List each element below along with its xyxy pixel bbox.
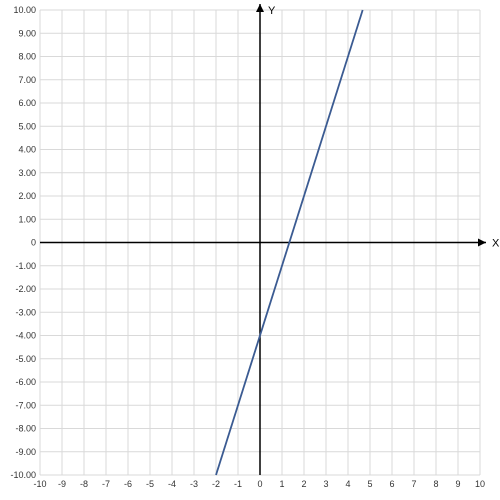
y-tick-label: -4.00 (15, 331, 36, 341)
x-tick-label: 4 (345, 479, 350, 489)
y-tick-label: 9.00 (18, 28, 36, 38)
line-chart: -10-9-8-7-6-5-4-3-2-1012345678910-10.00-… (0, 0, 500, 500)
x-tick-label: -5 (146, 479, 154, 489)
x-tick-label: -3 (190, 479, 198, 489)
x-tick-label: 9 (455, 479, 460, 489)
y-tick-label: -3.00 (15, 307, 36, 317)
x-tick-label: -8 (80, 479, 88, 489)
y-tick-label: 8.00 (18, 52, 36, 62)
y-tick-label: -5.00 (15, 354, 36, 364)
y-tick-label: -2.00 (15, 284, 36, 294)
x-tick-label: 1 (279, 479, 284, 489)
x-tick-label: 0 (257, 479, 262, 489)
x-tick-label: -9 (58, 479, 66, 489)
y-tick-label: -1.00 (15, 261, 36, 271)
y-tick-label: 5.00 (18, 121, 36, 131)
y-tick-label: -8.00 (15, 424, 36, 434)
chart-svg: -10-9-8-7-6-5-4-3-2-1012345678910-10.00-… (0, 0, 500, 500)
x-tick-label: -1 (234, 479, 242, 489)
x-tick-label: 6 (389, 479, 394, 489)
y-tick-label: 4.00 (18, 145, 36, 155)
y-tick-label: -10.00 (10, 470, 36, 480)
y-tick-label: -9.00 (15, 447, 36, 457)
y-tick-label: 10.00 (13, 5, 36, 15)
x-tick-label: -7 (102, 479, 110, 489)
x-tick-label: 7 (411, 479, 416, 489)
x-tick-label: 3 (323, 479, 328, 489)
y-tick-label: 3.00 (18, 168, 36, 178)
x-tick-label: 10 (475, 479, 485, 489)
x-tick-label: -6 (124, 479, 132, 489)
y-tick-label: 1.00 (18, 214, 36, 224)
y-tick-label: 0 (31, 238, 36, 248)
y-tick-label: 6.00 (18, 98, 36, 108)
x-tick-label: -4 (168, 479, 176, 489)
x-tick-label: 2 (301, 479, 306, 489)
x-tick-label: -10 (33, 479, 46, 489)
y-tick-label: -6.00 (15, 377, 36, 387)
y-tick-label: 2.00 (18, 191, 36, 201)
x-tick-label: -2 (212, 479, 220, 489)
y-tick-label: 7.00 (18, 75, 36, 85)
x-tick-label: 5 (367, 479, 372, 489)
y-axis-label: Y (268, 5, 276, 17)
y-tick-label: -7.00 (15, 400, 36, 410)
x-tick-label: 8 (433, 479, 438, 489)
x-axis-label: X (492, 238, 500, 250)
